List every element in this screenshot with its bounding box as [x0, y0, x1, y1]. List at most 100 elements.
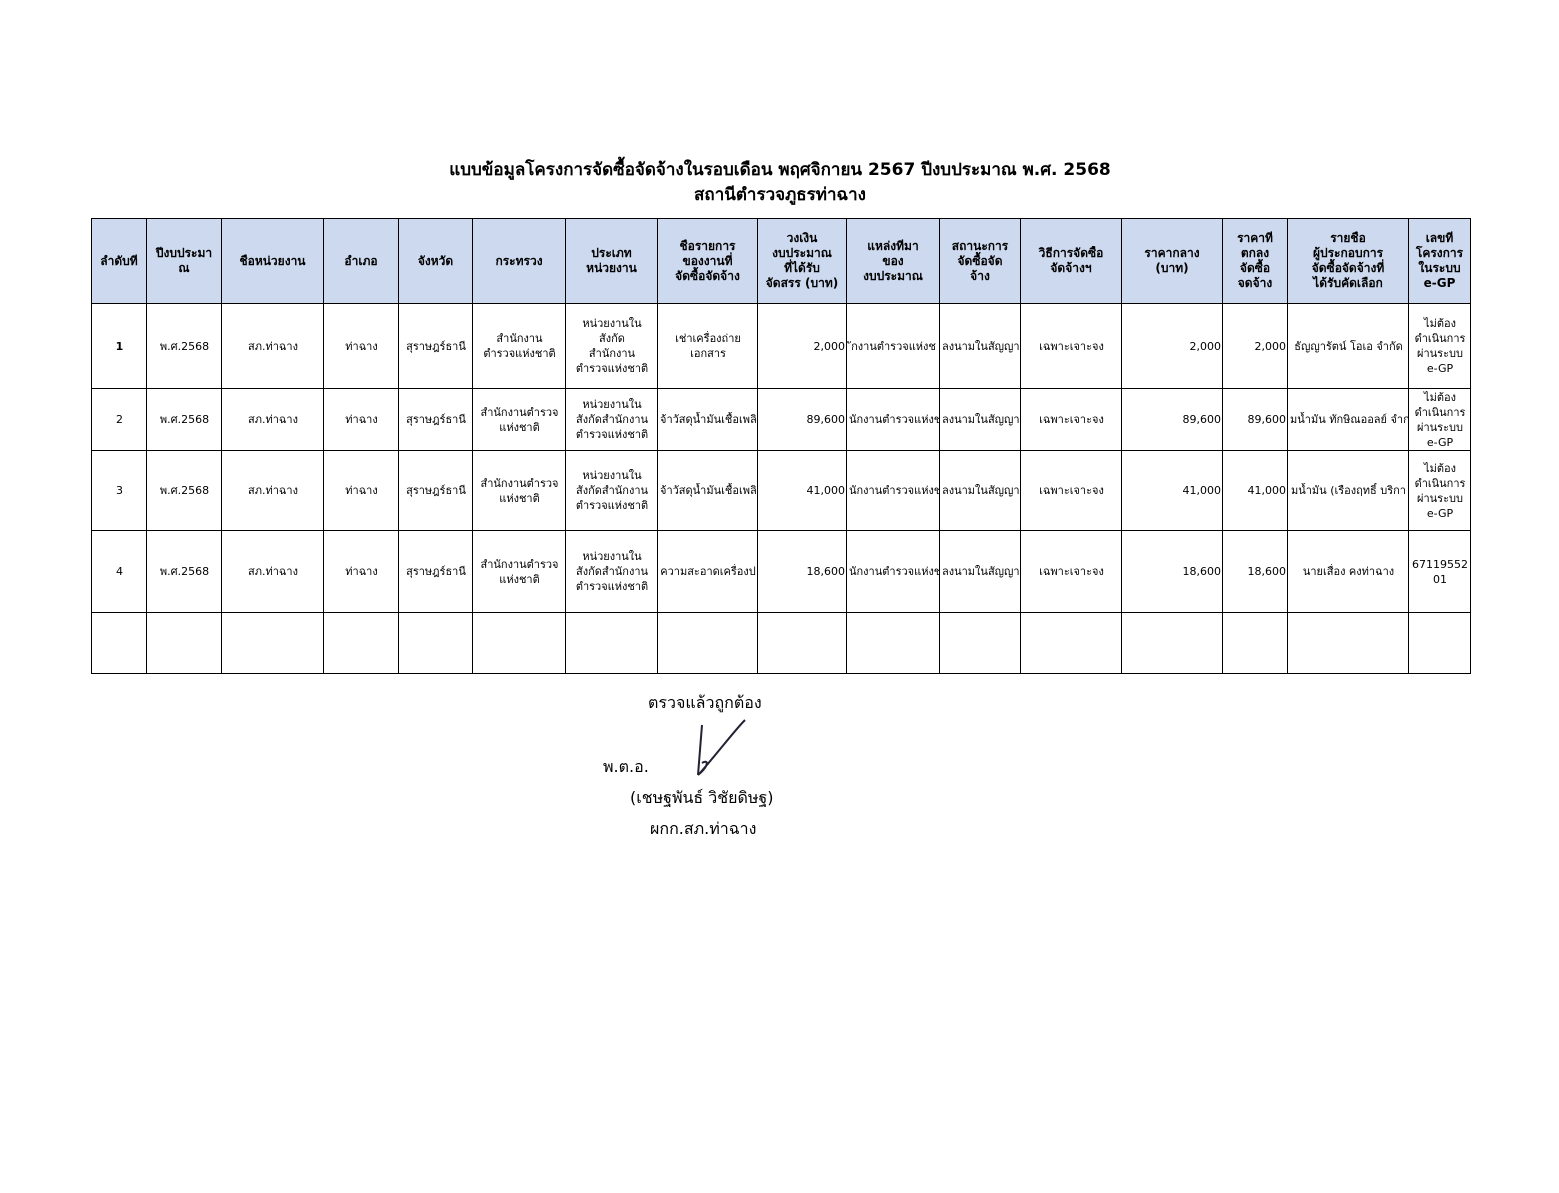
cell: เช่าเครื่องถ่าย เอกสาร: [657, 303, 758, 389]
cell: นักงานตำรวจแห่งช: [846, 388, 940, 451]
signer-name: (เชษฐพันธ์ วิชัยดิษฐ): [630, 788, 774, 807]
rank: พ.ต.อ.: [603, 757, 649, 776]
empty-cell: [565, 612, 658, 674]
cell-text: ไม่ต้อง ดำเนินการ ผ่านระบบ e-GP: [1414, 461, 1466, 520]
cell-text: สำนักงาน ตำรวจแห่งชาติ: [483, 332, 556, 360]
cell: 2,000: [1222, 303, 1288, 389]
cell-text: ักงานตำรวจแห่งช: [851, 339, 936, 353]
header-text: วิธีการจัดซื้อ จัดจ้างฯ: [1038, 246, 1104, 275]
cell: สภ.ท่าฉาง: [221, 450, 324, 531]
cell-text: สำนักงานตำรวจ แห่งชาติ: [480, 557, 559, 586]
header-cell: ราคากลาง (บาท): [1121, 218, 1223, 304]
cell-text: 41,000: [1247, 484, 1287, 497]
cell: เฉพาะเจาะจง: [1020, 530, 1122, 613]
cell: 41,000: [1121, 450, 1223, 531]
cell-text: ท่าฉาง: [345, 413, 378, 426]
empty-cell: [939, 612, 1021, 674]
cell: สำนักงานตำรวจ แห่งชาติ: [472, 450, 566, 531]
cell: 2,000: [757, 303, 847, 389]
cell: 3: [91, 450, 147, 531]
cell-text: มน้ำมัน (เรืองฤทธิ์ บริกา: [1290, 484, 1406, 497]
subtitle: สถานีตำรวจภูธรท่าฉาง: [694, 185, 866, 205]
data-row: 2 พ.ศ.2568 สภ.ท่าฉาง ท่าฉาง สุราษฎร์ธานี สำนั…: [91, 388, 1471, 451]
cell-text: มน้ำมัน ทักษิณออลย์ จำก: [1290, 413, 1409, 426]
header-cell: แหล่งที่มา ของ งบประมาณ: [846, 218, 940, 304]
cell: 18,600: [757, 530, 847, 613]
empty-cell: [757, 612, 847, 674]
cell-text: ท่าฉาง: [345, 339, 378, 353]
cell: นักงานตำรวจแห่งช: [846, 530, 940, 613]
cell: พ.ศ.2568: [146, 450, 222, 531]
header-cell: ราคาที่ ตกลง จัดซื้อ จดจ้าง: [1222, 218, 1288, 304]
header-text: ปีงบประมา ณ: [155, 246, 213, 275]
cell-text: สภ.ท่าฉาง: [248, 339, 298, 353]
cell: 4: [91, 530, 147, 613]
cell: สภ.ท่าฉาง: [221, 303, 324, 389]
header-cell: จังหวัด: [398, 218, 473, 304]
cell: ธัญญารัตน์ โอเอ จำกัด: [1287, 303, 1409, 389]
cell: พ.ศ.2568: [146, 388, 222, 451]
cell: จ้าวัสดุน้ำมันเชื้อเพลิ: [657, 450, 758, 531]
empty-cell: [146, 612, 222, 674]
header-text: ลำดับที่: [100, 253, 138, 268]
cell-text: 89,600: [806, 413, 846, 426]
header-cell: สถานะการ จัดซื้อจัด จ้าง: [939, 218, 1021, 304]
cell: พ.ศ.2568: [146, 303, 222, 389]
cell: สำนักงานตำรวจ แห่งชาติ: [472, 388, 566, 451]
header-text: ชื่อรายการ ของงานที่ จัดซื้อจัดจ้าง: [675, 238, 740, 283]
header-cell: ปีงบประมา ณ: [146, 218, 222, 304]
cell: ักงานตำรวจแห่งช: [846, 303, 940, 389]
header-cell: รายชื่อ ผู้ประกอบการ จัดซื้อจัดจ้างที่ ไ…: [1287, 218, 1409, 304]
cell-text: ความสะอาดเครื่องป: [660, 565, 756, 578]
data-row: 1 พ.ศ.2568 สภ.ท่าฉาง ท่าฉาง สุราษฎร์ธานี สำนั…: [91, 303, 1471, 389]
cell: ลงนามในสัญญา: [939, 303, 1021, 389]
cell-text: นักงานตำรวจแห่งช: [849, 484, 940, 497]
cell-text: 2,000: [1189, 339, 1222, 353]
cell: สภ.ท่าฉาง: [221, 530, 324, 613]
cell: หน่วยงานใน สังกัดสำนักงาน ตำรวจแห่งชาติ: [565, 530, 658, 613]
empty-cell: [398, 612, 473, 674]
cell-text: เฉพาะเจาะจง: [1039, 413, 1104, 426]
cell-text: สำนักงานตำรวจ แห่งชาติ: [480, 476, 559, 505]
cell-text: นักงานตำรวจแห่งช: [849, 565, 940, 578]
header-cell: เลขที่ โครงการ ในระบบ e-GP: [1408, 218, 1471, 304]
cell: เฉพาะเจาะจง: [1020, 303, 1122, 389]
header-cell: ลำดับที่: [91, 218, 147, 304]
cell-text: เฉพาะเจาะจง: [1039, 339, 1104, 353]
cell-text: ลงนามในสัญญา: [942, 565, 1020, 578]
cell: 2,000: [1121, 303, 1223, 389]
empty-cell: [657, 612, 758, 674]
cell: 2: [91, 388, 147, 451]
empty-cell: [1121, 612, 1223, 674]
cell-text: พ.ศ.2568: [159, 565, 210, 578]
cell: สุราษฎร์ธานี: [398, 450, 473, 531]
cell-text: สภ.ท่าฉาง: [248, 565, 298, 578]
header-row: ลำดับที่ ปีงบประมา ณ ชื่อหน่วยงาน อำเภอ จังห…: [91, 218, 1471, 304]
data-row: 3 พ.ศ.2568 สภ.ท่าฉาง ท่าฉาง สุราษฎร์ธานี สำนั…: [91, 450, 1471, 531]
cell-text: สุราษฎร์ธานี: [406, 565, 466, 578]
cell-text: 41,000: [1182, 484, 1222, 497]
cell-text: หน่วยงานใน สังกัด สำนักงาน ตำรวจแห่งชาติ: [575, 317, 649, 375]
cell: พ.ศ.2568: [146, 530, 222, 613]
procurement-table: ลำดับที่ ปีงบประมา ณ ชื่อหน่วยงาน อำเภอ จังห…: [91, 218, 1471, 674]
empty-cell: [1287, 612, 1409, 674]
cell-text: สุราษฎร์ธานี: [406, 339, 466, 353]
cell-text: ลงนามในสัญญา: [942, 484, 1020, 497]
header-cell: ชื่อรายการ ของงานที่ จัดซื้อจัดจ้าง: [657, 218, 758, 304]
cell-text: หน่วยงานใน สังกัดสำนักงาน ตำรวจแห่งชาติ: [575, 469, 649, 512]
header-cell: วงเงิน งบประมาณ ที่ได้รับ จัดสรร (บาท): [757, 218, 847, 304]
cell-text: 89,600: [1182, 413, 1222, 426]
cell-text: 18,600: [806, 565, 846, 578]
cell: หน่วยงานใน สังกัด สำนักงาน ตำรวจแห่งชาติ: [565, 303, 658, 389]
cell: นักงานตำรวจแห่งช: [846, 450, 940, 531]
cell-text: 2,000: [1254, 339, 1287, 353]
cell-text: สุราษฎร์ธานี: [406, 413, 466, 426]
cell: สุราษฎร์ธานี: [398, 388, 473, 451]
cell-text: พ.ศ.2568: [159, 484, 210, 497]
header-cell: ชื่อหน่วยงาน: [221, 218, 324, 304]
empty-cell: [1222, 612, 1288, 674]
cell: 67119552 01: [1408, 530, 1471, 613]
signature-mark: [697, 719, 746, 776]
header-text: เลขที่ โครงการ ในระบบ e-GP: [1415, 231, 1464, 290]
